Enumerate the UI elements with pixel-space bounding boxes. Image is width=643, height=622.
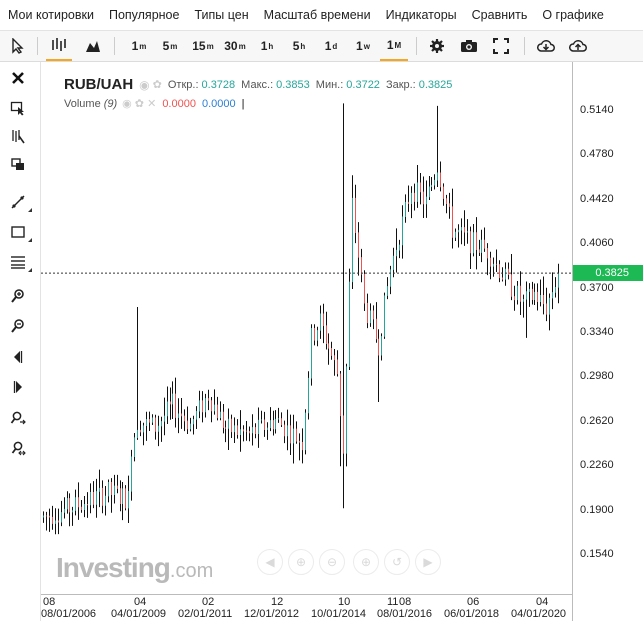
y-tick-label: 0.4780 (580, 148, 614, 161)
magic-select-icon[interactable] (4, 124, 32, 148)
zoom-expand-icon[interactable] (4, 406, 32, 430)
menu-price-types[interactable]: Типы цен (194, 8, 249, 22)
ohlc-bars-icon[interactable] (46, 31, 72, 61)
area-chart-icon[interactable] (80, 31, 106, 61)
open-label: Откр.: (167, 78, 199, 91)
zoom-reset-icon[interactable] (4, 436, 32, 460)
menu-time-scale[interactable]: Масштаб времени (263, 8, 371, 22)
top-menu: Мои котировки Популярное Типы цен Масшта… (0, 0, 643, 31)
x-tick-date: 04/01/2020 (511, 608, 567, 620)
y-tick-label: 0.3340 (580, 325, 614, 338)
x-tick-date: 10/01/2014 (311, 608, 367, 620)
close-value: 0.3825 (418, 78, 453, 91)
nav-expand-button[interactable]: ⊕ (353, 549, 379, 575)
x-tick-date: 08/01/2006 (41, 608, 97, 620)
y-tick-label: 0.4060 (580, 237, 614, 250)
x-tick-date: 08/01/2016 (377, 608, 433, 620)
high-value: 0.3853 (276, 78, 310, 91)
cloud-upload-icon[interactable] (564, 31, 592, 61)
eye-icon-volume[interactable]: ◉ ✿ ✕ (122, 98, 157, 110)
nav-prev-button[interactable]: ◀ (257, 549, 283, 575)
volume-label: Volume (64, 97, 101, 110)
fibonacci-icon[interactable] (4, 250, 32, 274)
volume-period: (9) (103, 97, 118, 110)
x-tick-top: 04 (134, 596, 147, 608)
close-label: Закр.: (385, 78, 416, 91)
menu-compare[interactable]: Сравнить (471, 8, 528, 22)
x-tick-date: 06/01/2018 (444, 608, 500, 620)
y-tick-label: 0.4420 (580, 192, 614, 205)
high-label: Макс.: (241, 78, 274, 91)
nav-reset-button[interactable]: ↺ (384, 549, 410, 575)
x-tick-date: 02/01/2011 (178, 608, 233, 620)
rectangle-icon[interactable] (4, 220, 32, 244)
x-tick-top: 08 (43, 596, 56, 608)
volume-value-a: 0.0000 (162, 97, 196, 110)
chart-legend: RUB/UAH ◉ ✿ Откр.: 0.3728 Макс.: 0.3853 … (64, 76, 453, 110)
menu-popular[interactable]: Популярное (108, 8, 180, 22)
price-axis[interactable]: 0.1540 0.1900 0.2260 0.2620 0.2980 0.3340 0.37… (572, 62, 643, 621)
scroll-right-icon[interactable] (4, 375, 32, 399)
investing-logo: Investing.com (56, 552, 214, 583)
nav-zoom-out-button[interactable]: ⊖ (319, 549, 345, 575)
eye-icon[interactable]: ◉ (139, 77, 150, 92)
select-tool-icon[interactable] (4, 96, 32, 120)
y-tick-label: 0.2260 (580, 459, 614, 472)
nav-next-button[interactable]: ▶ (415, 549, 441, 575)
cursor-icon[interactable] (6, 31, 30, 61)
x-tick-top: 10 (338, 596, 351, 608)
menu-about-chart[interactable]: О графике (542, 8, 604, 22)
time-axis[interactable]: 08 04 02 12 10 11 08 06 04 08/01/2006 04/01/2009 02… (41, 594, 572, 622)
low-label: Мин.: (315, 78, 344, 91)
last-price-tag: 0.3825 (573, 265, 643, 282)
x-tick-top: 12 (271, 596, 284, 608)
y-tick-label: 0.1540 (580, 548, 614, 561)
y-tick-label: 0.1900 (580, 503, 614, 516)
menu-my-quotes[interactable]: Мои котировки (8, 8, 94, 22)
zoom-out-icon[interactable] (4, 314, 32, 338)
cloud-download-icon[interactable] (532, 31, 560, 61)
timeframe-30m[interactable]: 30 m (224, 39, 246, 53)
symbol-name: RUB/UAH (64, 76, 134, 93)
x-tick-top: 11 (387, 596, 399, 608)
nav-zoom-in-button[interactable]: ⊕ (288, 549, 314, 575)
camera-icon[interactable] (456, 31, 482, 61)
x-tick-top: 04 (536, 596, 549, 608)
fullscreen-icon[interactable] (488, 31, 514, 61)
clone-icon[interactable] (4, 153, 32, 177)
drawing-tools (0, 62, 41, 621)
volume-value-b: 0.0000 (201, 97, 236, 110)
scroll-left-icon[interactable] (4, 345, 32, 369)
x-tick-top: 08 (399, 596, 412, 608)
settings-gear-icon[interactable] (424, 31, 450, 61)
x-tick-top: 06 (467, 596, 480, 608)
y-tick-label: 0.2620 (580, 414, 614, 427)
settings-small-icon[interactable]: ✿ (152, 79, 162, 91)
menu-indicators[interactable]: Индикаторы (385, 8, 457, 22)
y-tick-label: 0.3700 (580, 281, 614, 294)
timeframe-15m[interactable]: 15 m (192, 39, 214, 53)
close-icon[interactable] (4, 66, 32, 90)
chart-area[interactable] (41, 62, 572, 594)
x-tick-date: 12/01/2012 (244, 608, 300, 620)
x-tick-date: 04/01/2009 (111, 608, 167, 620)
y-tick-label: 0.5140 (580, 103, 614, 116)
trend-line-icon[interactable] (4, 190, 32, 214)
x-tick-top: 02 (202, 596, 215, 608)
zoom-in-icon[interactable] (4, 284, 32, 308)
price-chart (41, 103, 572, 535)
low-value: 0.3722 (346, 78, 380, 91)
y-tick-label: 0.2980 (580, 370, 614, 383)
open-value: 0.3728 (201, 78, 236, 91)
